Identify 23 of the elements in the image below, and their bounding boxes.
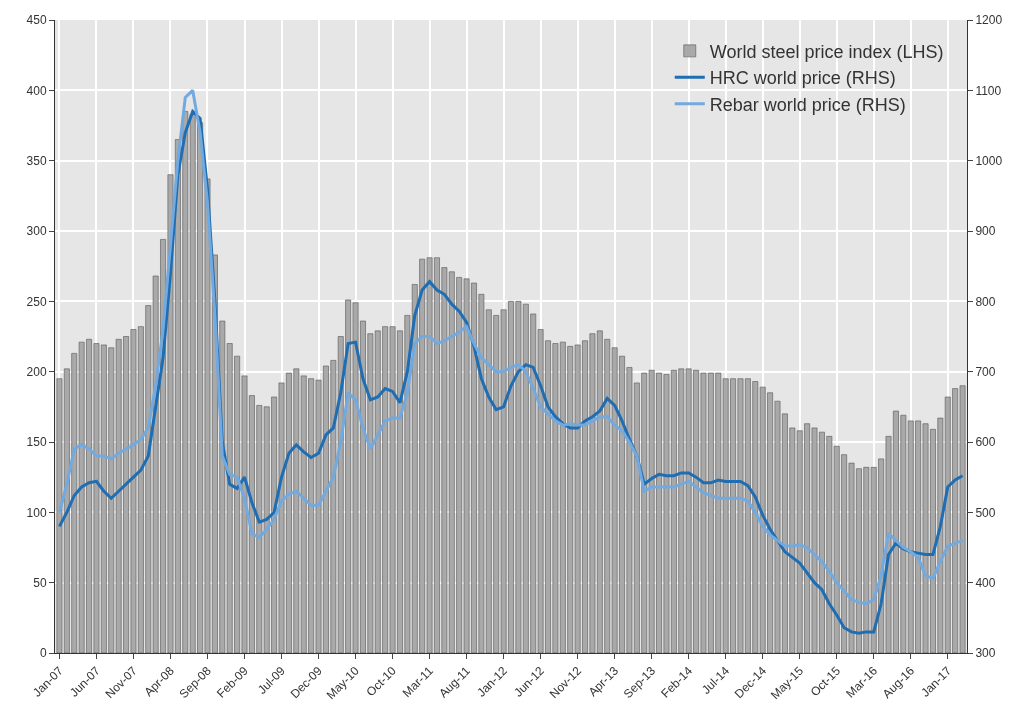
legend-label: Rebar world price (RHS) <box>709 94 906 115</box>
y2-tick-label: 300 <box>975 646 996 661</box>
y2-tick-label: 1000 <box>975 153 1003 168</box>
legend-label: HRC world price (RHS) <box>709 68 896 89</box>
y2-tick-label: 800 <box>975 294 996 309</box>
y-tick-label: 200 <box>26 364 47 379</box>
y-tick-label: 300 <box>26 224 47 239</box>
y-tick-label: 50 <box>33 575 47 590</box>
y2-tick-label: 600 <box>975 435 996 450</box>
y2-tick-label: 700 <box>975 364 996 379</box>
y-tick-label: 150 <box>26 435 47 450</box>
y2-tick-label: 500 <box>975 505 996 520</box>
y2-tick-label: 1200 <box>975 13 1003 28</box>
y-tick-label: 400 <box>26 83 47 98</box>
legend-label: World steel price index (LHS) <box>709 41 944 62</box>
y2-tick-label: 400 <box>975 575 996 590</box>
y-tick-label: 450 <box>26 13 47 28</box>
y-tick-label: 250 <box>26 294 47 309</box>
y-tick-label: 100 <box>26 505 47 520</box>
y2-tick-label: 900 <box>975 224 996 239</box>
y2-tick-label: 1100 <box>975 83 1002 98</box>
y-tick-label: 350 <box>26 153 47 168</box>
y-tick-label: 0 <box>39 646 47 661</box>
